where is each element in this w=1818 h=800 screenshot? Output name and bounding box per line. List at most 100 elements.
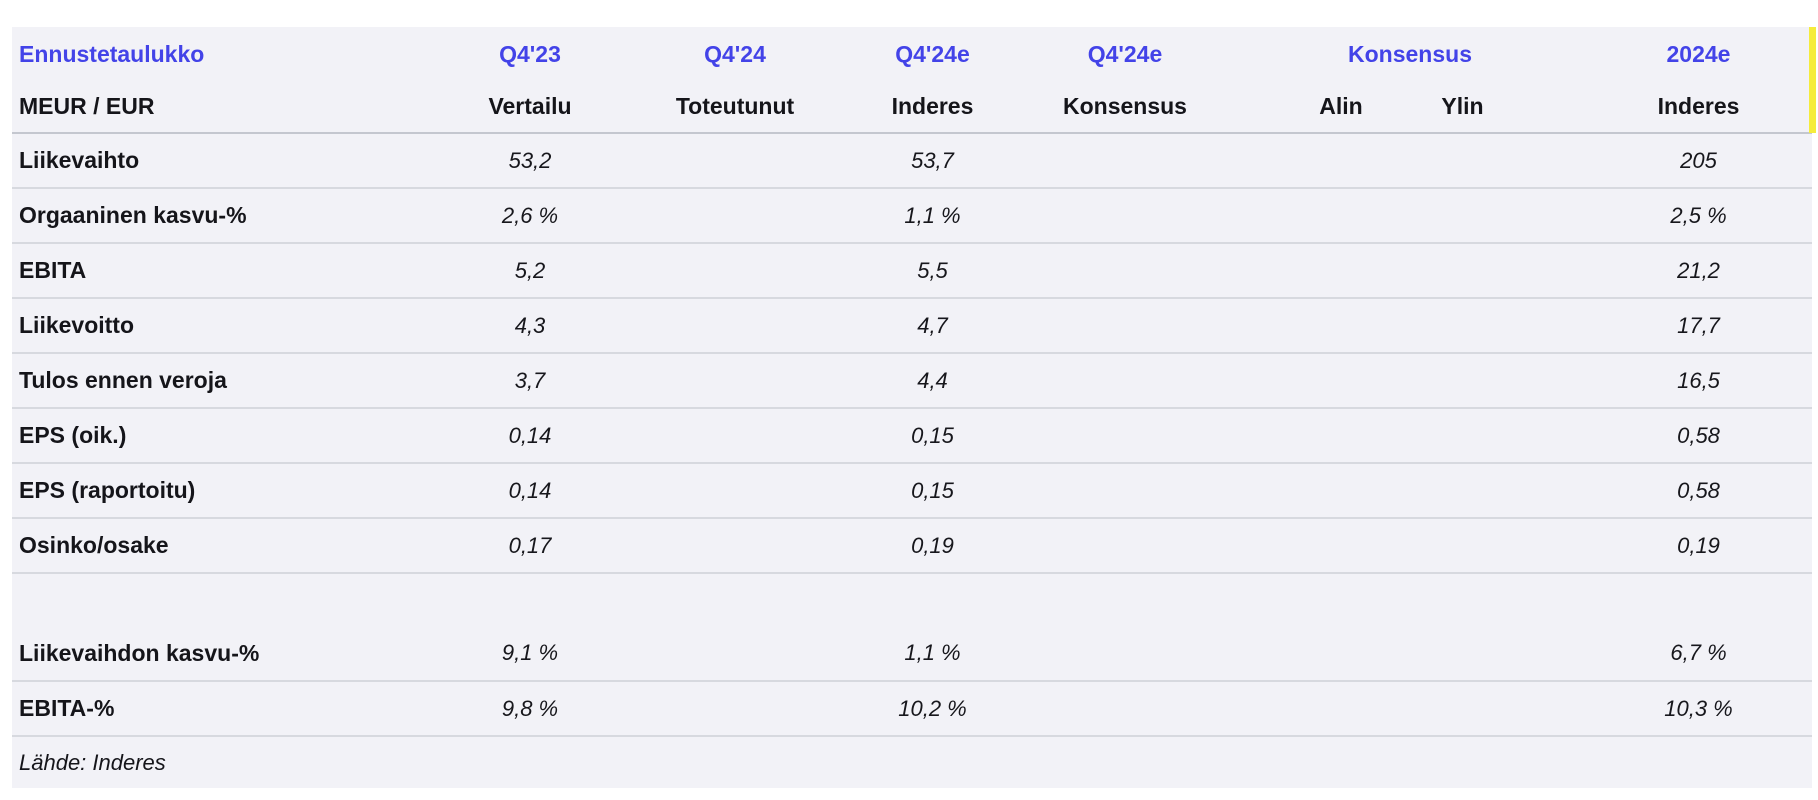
header-2024e: 2024e	[1666, 40, 1731, 67]
table-row: EPS (raportoitu) 0,14 0,15 0,58	[12, 463, 1812, 519]
cell-vertailu: 53,2	[420, 133, 640, 189]
cell-inderes-2024: 16,5	[1540, 353, 1812, 409]
cell-ylin	[1405, 463, 1541, 519]
row-label: Liikevaihto	[12, 133, 420, 189]
row-label: EPS (oik.)	[12, 408, 420, 464]
cell-konsensus	[1035, 353, 1255, 409]
forecast-table-panel: Ennustetaulukko Q4'23 Q4'24 Q4'24e Q4'24…	[12, 27, 1816, 788]
cell-ylin	[1405, 408, 1541, 464]
cell-alin	[1255, 243, 1405, 299]
spacer-row	[12, 573, 1812, 626]
cell-alin	[1255, 298, 1405, 354]
cell-konsensus	[1035, 298, 1255, 354]
cell-toteutunut	[640, 188, 830, 244]
header-konsensus-q4: Konsensus	[1035, 81, 1255, 134]
table-row: EBITA 5,2 5,5 21,2	[12, 243, 1812, 299]
cell-toteutunut	[640, 243, 830, 299]
cell-alin	[1255, 408, 1405, 464]
cell-ylin	[1405, 188, 1541, 244]
cell-toteutunut	[640, 518, 830, 574]
cell-inderes-q4: 4,4	[830, 353, 1035, 409]
header-inderes-2024: Inderes	[1540, 81, 1812, 134]
header-inderes-q4: Inderes	[830, 81, 1035, 134]
cell-inderes-q4: 1,1 %	[830, 626, 1035, 682]
cell-inderes-q4: 5,5	[830, 243, 1035, 299]
cell-ylin	[1405, 298, 1541, 354]
cell-alin	[1255, 626, 1405, 682]
cell-toteutunut	[640, 626, 830, 682]
table-row: EBITA-% 9,8 % 10,2 % 10,3 %	[12, 681, 1812, 737]
cell-inderes-2024: 10,3 %	[1540, 681, 1812, 737]
header-source-row: MEUR / EUR Vertailu Toteutunut Inderes K…	[12, 81, 1812, 134]
cell-ylin	[1405, 243, 1541, 299]
cell-inderes-q4: 1,1 %	[830, 188, 1035, 244]
cell-vertailu: 5,2	[420, 243, 640, 299]
table-row: Tulos ennen veroja 3,7 4,4 16,5	[12, 353, 1812, 409]
cell-toteutunut	[640, 408, 830, 464]
cell-inderes-2024: 17,7	[1540, 298, 1812, 354]
table-title: Ennustetaulukko	[19, 40, 205, 67]
cell-konsensus	[1035, 408, 1255, 464]
header-unit-label: MEUR / EUR	[12, 81, 420, 134]
header-alin: Alin	[1255, 81, 1405, 134]
cell-konsensus	[1035, 681, 1255, 737]
cell-inderes-2024: 2,5 %	[1540, 188, 1812, 244]
row-label: EBITA	[12, 243, 420, 299]
cell-toteutunut	[640, 298, 830, 354]
cell-alin	[1255, 681, 1405, 737]
cell-inderes-q4: 4,7	[830, 298, 1035, 354]
cell-alin	[1255, 188, 1405, 244]
row-label: EPS (raportoitu)	[12, 463, 420, 519]
cell-ylin	[1405, 133, 1541, 189]
forecast-table: Ennustetaulukko Q4'23 Q4'24 Q4'24e Q4'24…	[12, 27, 1812, 788]
cell-konsensus	[1035, 243, 1255, 299]
cell-vertailu: 0,14	[420, 463, 640, 519]
row-label: Osinko/osake	[12, 518, 420, 574]
cell-konsensus	[1035, 626, 1255, 682]
cell-inderes-2024: 0,58	[1540, 463, 1812, 519]
cell-ylin	[1405, 681, 1541, 737]
row-label: EBITA-%	[12, 681, 420, 737]
table-row: EPS (oik.) 0,14 0,15 0,58	[12, 408, 1812, 464]
header-q4-24e-konsensus: Q4'24e	[1087, 40, 1163, 67]
cell-alin	[1255, 133, 1405, 189]
cell-alin	[1255, 353, 1405, 409]
cell-inderes-2024: 6,7 %	[1540, 626, 1812, 682]
cell-inderes-q4: 53,7	[830, 133, 1035, 189]
cell-vertailu: 9,1 %	[420, 626, 640, 682]
cell-vertailu: 2,6 %	[420, 188, 640, 244]
cell-inderes-q4: 0,15	[830, 463, 1035, 519]
cell-konsensus	[1035, 518, 1255, 574]
header-konsensus-group: Konsensus	[1348, 40, 1472, 67]
cell-inderes-2024: 205	[1540, 133, 1812, 189]
table-row: Osinko/osake 0,17 0,19 0,19	[12, 518, 1812, 574]
cell-vertailu: 9,8 %	[420, 681, 640, 737]
cell-alin	[1255, 518, 1405, 574]
cell-konsensus	[1035, 188, 1255, 244]
cell-inderes-q4: 10,2 %	[830, 681, 1035, 737]
cell-ylin	[1405, 626, 1541, 682]
table-row: Liikevaihto 53,2 53,7 205	[12, 133, 1812, 189]
cell-toteutunut	[640, 353, 830, 409]
table-row: Liikevoitto 4,3 4,7 17,7	[12, 298, 1812, 354]
cell-inderes-2024: 21,2	[1540, 243, 1812, 299]
cell-toteutunut	[640, 681, 830, 737]
cell-inderes-2024: 0,58	[1540, 408, 1812, 464]
cell-toteutunut	[640, 463, 830, 519]
row-label: Tulos ennen veroja	[12, 353, 420, 409]
header-q4-23: Q4'23	[499, 40, 561, 67]
header-ylin: Ylin	[1405, 81, 1541, 134]
cell-toteutunut	[640, 133, 830, 189]
source-note: Lähde: Inderes	[19, 749, 166, 775]
cell-vertailu: 4,3	[420, 298, 640, 354]
header-period-row: Ennustetaulukko Q4'23 Q4'24 Q4'24e Q4'24…	[12, 27, 1812, 81]
row-label: Liikevoitto	[12, 298, 420, 354]
row-label: Liikevaihdon kasvu-%	[12, 626, 420, 682]
header-toteutunut: Toteutunut	[640, 81, 830, 134]
table-row: Liikevaihdon kasvu-% 9,1 % 1,1 % 6,7 %	[12, 626, 1812, 682]
source-row: Lähde: Inderes	[12, 736, 1812, 788]
yellow-highlight-bar	[1809, 27, 1816, 133]
cell-ylin	[1405, 353, 1541, 409]
cell-inderes-2024: 0,19	[1540, 518, 1812, 574]
header-q4-24e-inderes: Q4'24e	[895, 40, 970, 67]
